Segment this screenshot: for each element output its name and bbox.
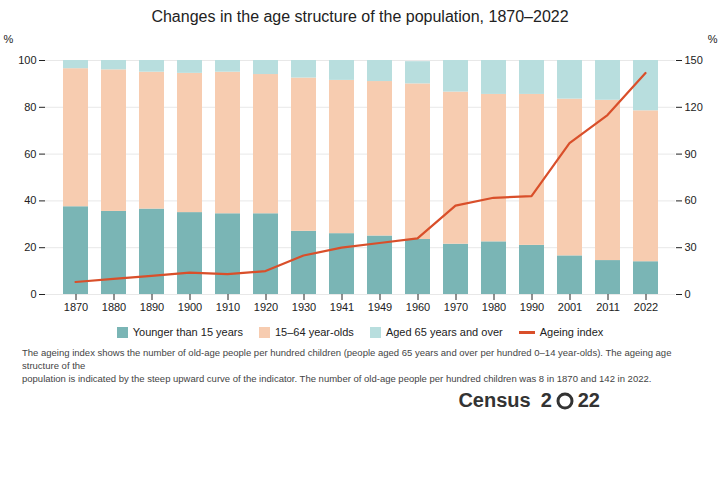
svg-text:1900: 1900 [178, 301, 202, 313]
svg-text:90: 90 [685, 148, 697, 160]
svg-text:1890: 1890 [140, 301, 164, 313]
svg-text:40: 40 [24, 194, 36, 206]
svg-text:1910: 1910 [216, 301, 240, 313]
html-text:The ageing index shows the num: The ageing index shows the number of old… [22, 347, 672, 371]
svg-text:1990: 1990 [520, 301, 544, 313]
svg-text:%: % [708, 33, 718, 45]
html-text:Younger than 15 years: Younger than 15 years [132, 326, 243, 338]
svg-text:150: 150 [685, 54, 703, 66]
svg-text:%: % [4, 33, 14, 45]
svg-text:1941: 1941 [330, 301, 354, 313]
svg-text:1930: 1930 [292, 301, 316, 313]
html-text:Ageing index: Ageing index [539, 326, 604, 338]
html-text:Changes in the age structure o: Changes in the age structure of the popu… [151, 8, 569, 25]
svg-text:1980: 1980 [482, 301, 506, 313]
svg-text:80: 80 [24, 101, 36, 113]
html-text:15–64 year-olds: 15–64 year-olds [275, 326, 354, 338]
svg-text:30: 30 [685, 241, 697, 253]
html-text:2: 2 [540, 389, 552, 411]
html-text:Aged 65 years and over: Aged 65 years and over [385, 326, 503, 338]
svg-text:0: 0 [685, 288, 691, 300]
svg-text:2011: 2011 [596, 301, 620, 313]
svg-text:1870: 1870 [64, 301, 88, 313]
svg-text:0: 0 [30, 288, 36, 300]
svg-text:20: 20 [24, 241, 36, 253]
svg-text:60: 60 [24, 148, 36, 160]
svg-text:2022: 2022 [634, 301, 658, 313]
html-text:Census: Census [458, 389, 531, 411]
svg-text:100: 100 [18, 54, 36, 66]
html-text:22: 22 [577, 389, 600, 411]
svg-text:1970: 1970 [444, 301, 468, 313]
svg-text:1920: 1920 [254, 301, 278, 313]
svg-text:1960: 1960 [406, 301, 430, 313]
html-text:population is indicated by the: population is indicated by the steep upw… [22, 373, 652, 384]
svg-text:1949: 1949 [368, 301, 392, 313]
svg-text:120: 120 [685, 101, 703, 113]
svg-text:2001: 2001 [558, 301, 582, 313]
svg-text:1880: 1880 [102, 301, 126, 313]
svg-text:60: 60 [685, 194, 697, 206]
